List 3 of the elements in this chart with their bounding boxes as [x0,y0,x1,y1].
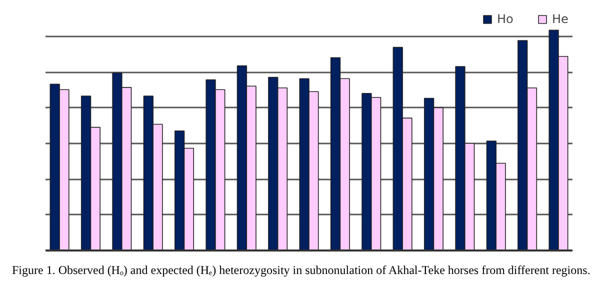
legend-label: Ho [497,12,514,26]
caption: Figure 1. Observed (Hₒ) and expected (Hₑ) heterozygosity in subnonulation of Akhal-Teke horses from different regions. [12,263,590,278]
legend-label: He [552,12,570,26]
